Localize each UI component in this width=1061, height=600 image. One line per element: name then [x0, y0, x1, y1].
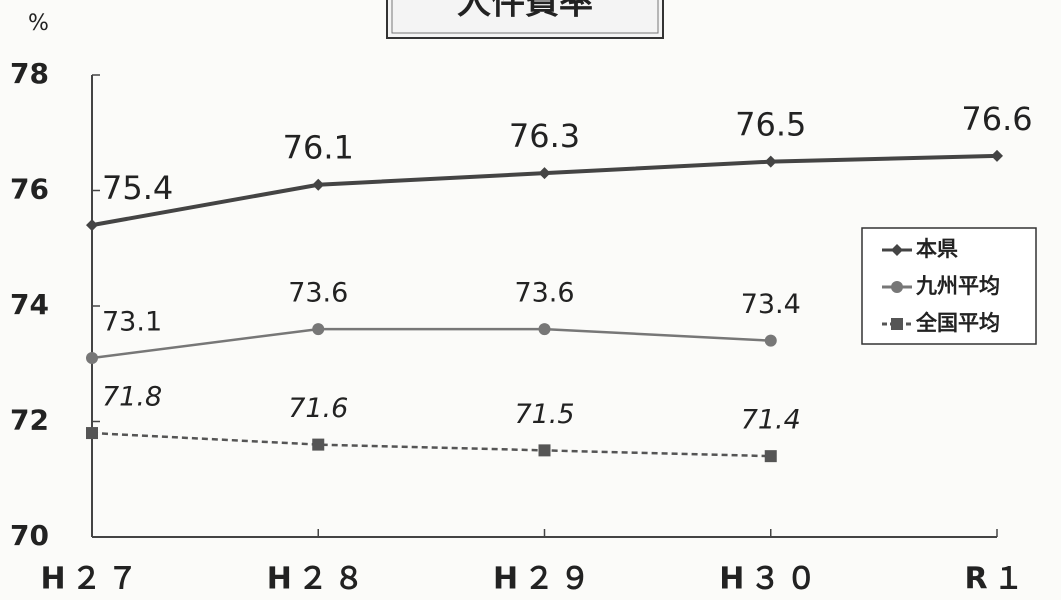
series-line: [91, 153, 998, 228]
data-label: 75.4: [102, 169, 173, 207]
legend-marker: [891, 318, 903, 330]
point: [86, 219, 98, 232]
point: [991, 149, 1003, 162]
data-label: 76.5: [735, 106, 806, 144]
y-tick-label: 78: [10, 57, 49, 90]
data-label: 73.6: [514, 278, 574, 309]
point: [538, 444, 551, 457]
title-box: [386, 0, 664, 39]
legend-label: 本県: [916, 237, 958, 261]
x-tick-label: H３０: [719, 562, 822, 597]
y-unit: %: [28, 11, 49, 36]
point: [312, 323, 325, 336]
data-label: 71.8: [102, 382, 162, 413]
point: [538, 167, 551, 180]
data-label: 71.4: [741, 405, 801, 436]
point: [312, 438, 325, 451]
y-tick-label: 74: [10, 288, 49, 321]
y-tick-label: 76: [10, 173, 49, 206]
data-label: 73.1: [102, 306, 162, 337]
y-tick-label: 72: [10, 404, 49, 437]
data-label: 73.4: [741, 289, 801, 320]
x-tick-label: R１: [964, 562, 1029, 597]
title-box-inner: [391, 0, 659, 34]
point: [764, 450, 777, 463]
point: [764, 334, 777, 347]
x-tick-label: H２８: [267, 562, 370, 597]
series-line: [91, 327, 771, 360]
legend-marker: [891, 244, 903, 256]
data-label: 76.6: [961, 100, 1032, 138]
point: [538, 323, 551, 336]
data-label: 71.5: [514, 399, 574, 430]
y-tick-label: 70: [10, 519, 49, 552]
x-tick-label: H２７: [40, 562, 143, 597]
point: [86, 427, 98, 440]
point: [312, 178, 325, 191]
data-label: 76.3: [509, 117, 580, 155]
series-line: [91, 431, 771, 458]
data-label: 73.6: [288, 278, 348, 309]
legend-label: 九州平均: [915, 274, 1000, 298]
legend-label: 全国平均: [915, 311, 1000, 335]
legend-marker: [891, 281, 903, 293]
point: [86, 351, 98, 364]
x-tick-label: H２９: [493, 562, 596, 597]
point: [764, 155, 777, 168]
data-label: 71.6: [288, 393, 348, 424]
chart-title: 人件費率: [457, 0, 593, 23]
data-label: 76.1: [283, 129, 354, 167]
